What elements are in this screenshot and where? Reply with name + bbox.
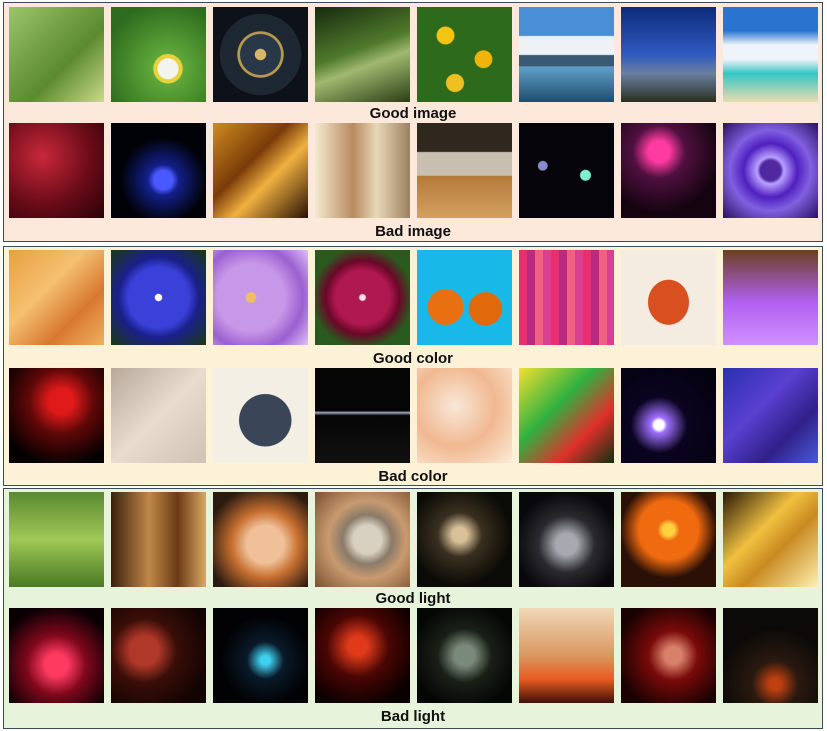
good-color-label: Good color (373, 350, 453, 367)
panel-color: Good color Bad color (3, 246, 823, 486)
washed-texture-photo (417, 368, 512, 463)
red-stage-photo (315, 608, 410, 703)
wooden-room-photo (111, 492, 206, 587)
mushrooms-grass-photo (9, 492, 104, 587)
mountain-lake-photo (519, 7, 614, 102)
bad-image-row (4, 123, 822, 219)
bad-light-label: Bad light (380, 708, 446, 725)
gym-hall-photo (723, 492, 818, 587)
bad-light-row (4, 608, 822, 704)
singer-photo (621, 123, 716, 218)
autumn-leaves-photo (9, 250, 104, 345)
purple-swirl-photo (723, 123, 818, 218)
blue-fabric-photo (723, 368, 818, 463)
yarn-ball-photo (213, 368, 308, 463)
beach-sky-photo (723, 7, 818, 102)
colored-yarn-photo (519, 250, 614, 345)
kitchen-table-photo (417, 123, 512, 218)
pub-signs-photo (111, 608, 206, 703)
silhouette-room-photo (519, 608, 614, 703)
panel-light: Good light Bad light (3, 488, 823, 729)
dark-red-blur-photo (9, 123, 104, 218)
mountain-dusk-photo (621, 7, 716, 102)
good-light-label: Good light (375, 590, 451, 607)
faded-room-photo (111, 368, 206, 463)
dark-stripe-photo (315, 368, 410, 463)
lilac-flower-photo (213, 250, 308, 345)
dark-fish-photo (417, 608, 512, 703)
mushroom-night-photo (417, 492, 512, 587)
purple-tree-photo (723, 250, 818, 345)
blue-flower-photo (111, 250, 206, 345)
red-glass-photo (9, 608, 104, 703)
surprised-cat-photo (315, 492, 410, 587)
blue-lights-photo (111, 123, 206, 218)
red-lily-photo (315, 250, 410, 345)
bad-image-label: Bad image (375, 223, 451, 240)
park-bench-photo (315, 7, 410, 102)
neon-plants-photo (519, 368, 614, 463)
bad-color-label: Bad color (378, 468, 448, 485)
light-dot-photo (621, 368, 716, 463)
blurry-orange-photo (213, 123, 308, 218)
yellow-flowers-photo (417, 7, 512, 102)
orange-lily-photo (621, 492, 716, 587)
good-image-row (4, 7, 822, 103)
motorcycle-photo (519, 492, 614, 587)
good-image-label: Good image (369, 105, 457, 122)
red-dark-photo (9, 368, 104, 463)
clock-photo (213, 7, 308, 102)
guitarist-photo (621, 608, 716, 703)
orange-cat-photo (213, 492, 308, 587)
good-light-row (4, 492, 822, 588)
blurry-people-photo (315, 123, 410, 218)
dragonfly-photo (9, 7, 104, 102)
dark-street-photo (213, 608, 308, 703)
dark-dots-photo (519, 123, 614, 218)
bad-color-row (4, 368, 822, 464)
good-color-row (4, 250, 822, 346)
panel-image: Good image Bad image (3, 2, 823, 242)
pumpkins-photo (417, 250, 512, 345)
fireplace-dark-photo (723, 608, 818, 703)
butterfly-photo (111, 7, 206, 102)
red-leaf-photo (621, 250, 716, 345)
